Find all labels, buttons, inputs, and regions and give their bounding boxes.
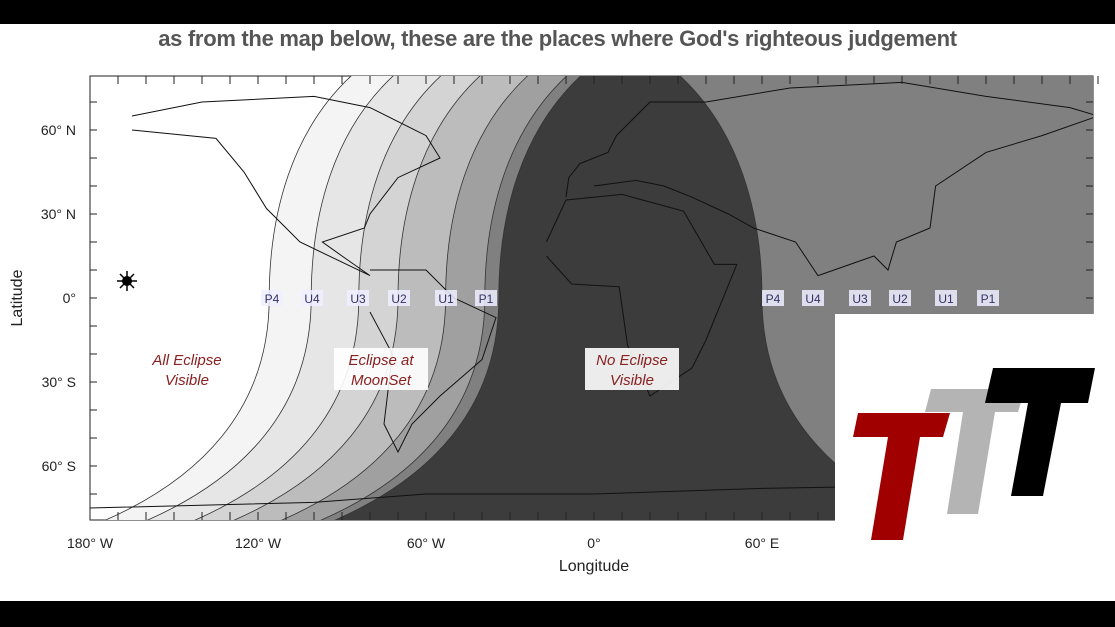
- logo-t-red: [853, 413, 950, 540]
- logo-t-gray: [925, 389, 1025, 514]
- svg-text:MoonSet: MoonSet: [351, 372, 412, 389]
- land-outline: [545, 193, 738, 397]
- letterbox-top: [0, 0, 1115, 24]
- logo-t-black: [985, 368, 1095, 496]
- svg-text:U1: U1: [438, 292, 454, 306]
- svg-text:P4: P4: [265, 292, 280, 306]
- zone-label-all: All Eclipse Visible: [151, 352, 221, 389]
- contact-label: P4: [762, 290, 784, 306]
- zone-label-moonset: Eclipse at MoonSet: [334, 348, 428, 390]
- x-tick-label: 180° W: [67, 535, 114, 551]
- svg-text:Visible: Visible: [610, 372, 654, 389]
- contact-label: U3: [849, 290, 871, 306]
- svg-text:U1: U1: [938, 292, 954, 306]
- x-tick-label: 60° E: [745, 535, 779, 551]
- svg-text:Eclipse at: Eclipse at: [348, 352, 414, 369]
- contact-label: U4: [301, 290, 323, 306]
- svg-text:Visible: Visible: [165, 372, 209, 389]
- x-tick-label: 120° W: [235, 535, 282, 551]
- y-tick-label: 60° S: [42, 458, 76, 474]
- svg-text:U2: U2: [391, 292, 407, 306]
- contact-label: U1: [435, 290, 457, 306]
- contact-label: U1: [935, 290, 957, 306]
- contact-label: U2: [889, 290, 911, 306]
- x-tick-label: 60° W: [407, 535, 446, 551]
- y-axis-label: Latitude: [9, 269, 26, 326]
- x-axis-label: Longitude: [559, 558, 629, 575]
- svg-text:U2: U2: [892, 292, 908, 306]
- contact-label: P4: [261, 290, 283, 306]
- zone-label-none: No Eclipse Visible: [585, 348, 679, 390]
- svg-text:U3: U3: [350, 292, 366, 306]
- land-outline: [131, 95, 441, 277]
- svg-text:U4: U4: [805, 292, 821, 306]
- svg-text:U4: U4: [304, 292, 320, 306]
- y-tick-label: 30° N: [41, 206, 76, 222]
- svg-text:No Eclipse: No Eclipse: [596, 352, 668, 369]
- y-tick-label: 30° S: [42, 374, 76, 390]
- land-outline: [369, 269, 497, 454]
- svg-text:U3: U3: [852, 292, 868, 306]
- contact-label: P1: [977, 290, 999, 306]
- svg-text:P1: P1: [479, 292, 494, 306]
- letterbox-bottom: [0, 601, 1115, 627]
- contact-label: U4: [802, 290, 824, 306]
- svg-text:P4: P4: [766, 292, 781, 306]
- caption-text: as from the map below, these are the pla…: [158, 26, 957, 51]
- contact-label: P1: [475, 290, 497, 306]
- visibility-band: [334, 76, 927, 520]
- land-outline: [565, 81, 1093, 277]
- contact-label: U2: [388, 290, 410, 306]
- logo-overlay: [835, 314, 1115, 601]
- sun-icon: [117, 271, 137, 291]
- svg-text:P1: P1: [981, 292, 996, 306]
- contact-label: U3: [347, 290, 369, 306]
- svg-text:All Eclipse: All Eclipse: [151, 352, 221, 369]
- ttt-logo: [853, 368, 1095, 540]
- x-tick-label: 0°: [587, 535, 600, 551]
- y-tick-label: 60° N: [41, 122, 76, 138]
- y-tick-label: 0°: [63, 290, 76, 306]
